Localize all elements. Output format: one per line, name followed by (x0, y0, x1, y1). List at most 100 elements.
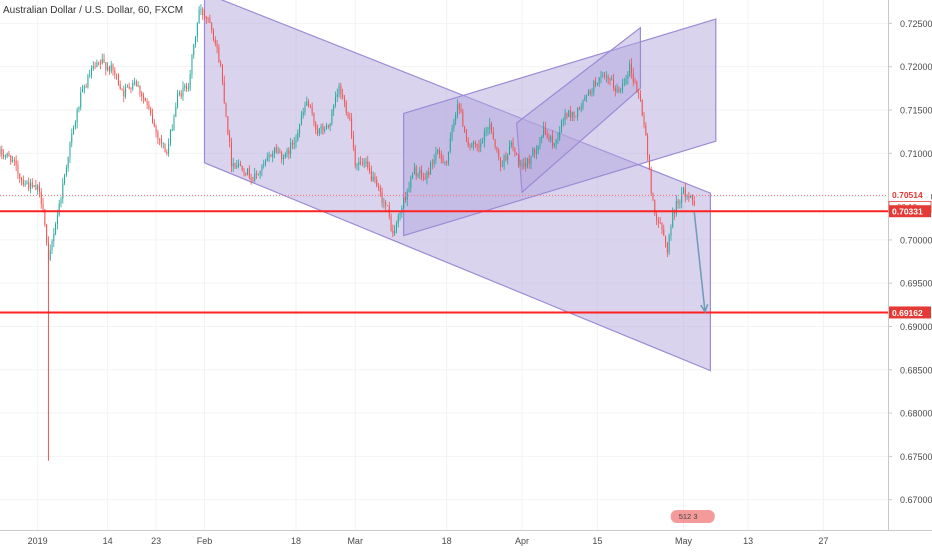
candle-body (430, 163, 432, 175)
candle-body (159, 138, 161, 140)
candle-body (279, 151, 281, 153)
candle-body (259, 171, 261, 175)
horizontal-levels[interactable] (0, 194, 888, 314)
candle-body (677, 201, 679, 203)
candle-body (578, 107, 580, 109)
candle-body (494, 139, 496, 148)
candle-body (555, 139, 557, 144)
candle-body (220, 62, 222, 66)
candle-body (508, 145, 510, 155)
candle-body (426, 172, 428, 180)
projection-arrow[interactable] (693, 212, 709, 314)
arrow-shaft[interactable] (693, 212, 706, 312)
candle-body (110, 64, 112, 72)
candle-body (175, 107, 177, 117)
candle-body (0, 149, 1, 154)
candle-body (4, 156, 6, 157)
candle-body (22, 179, 24, 185)
candle-body (437, 150, 439, 153)
candle-body (146, 100, 148, 105)
candle-body (417, 173, 419, 176)
candle-body (496, 147, 498, 150)
candle-body (29, 182, 31, 189)
candle-body (404, 197, 406, 201)
candle-body (200, 8, 202, 10)
candle-body (467, 140, 469, 147)
candle-body (500, 157, 502, 167)
candle-body (446, 162, 448, 163)
candle-body (397, 215, 399, 224)
candle-body (668, 235, 670, 253)
candle-body (442, 158, 444, 164)
candle-body (544, 127, 546, 134)
candle-body (643, 115, 645, 126)
rising-wedge[interactable] (516, 26, 642, 194)
candle-body (336, 94, 338, 97)
candle-body (209, 18, 211, 24)
candle-body (169, 129, 171, 144)
candle-body (690, 194, 692, 198)
candle-body (53, 233, 55, 242)
candle-body (627, 75, 629, 79)
arrow-head[interactable] (700, 303, 709, 314)
candle-body (638, 92, 640, 95)
candle-body (663, 229, 665, 236)
candle-body (455, 114, 457, 122)
candle-body (315, 122, 317, 130)
candle-body (546, 133, 548, 138)
candle-body (83, 86, 85, 89)
candle-body (539, 138, 541, 146)
candle-body (666, 242, 668, 253)
candle-body (211, 23, 213, 31)
candle-body (117, 75, 119, 85)
candle-body (489, 123, 491, 130)
candle-body (248, 168, 250, 179)
candle-body (245, 173, 247, 175)
candle-body (64, 175, 66, 184)
candle-body (548, 137, 550, 141)
candle-body (356, 164, 358, 166)
candle-body (304, 105, 306, 113)
candle-body (261, 165, 263, 172)
candle-body (424, 178, 426, 180)
y-tick-label: 0.72500 (900, 19, 932, 29)
candle-body (193, 44, 195, 56)
candle-body (636, 82, 638, 93)
candle-body (76, 109, 78, 123)
candle-body (453, 121, 455, 129)
candle-body (369, 167, 371, 172)
candle-body (413, 167, 415, 175)
candle-body (458, 104, 460, 109)
candle-body (234, 163, 236, 168)
candle-body (123, 90, 125, 97)
candle-body (35, 185, 37, 190)
candle-body (354, 147, 356, 166)
candle-body (130, 88, 132, 90)
candle-body (291, 142, 293, 145)
candle-body (415, 167, 417, 176)
candle-body (107, 66, 109, 70)
candle-body (433, 159, 435, 164)
candle-body (94, 66, 96, 68)
candle-body (178, 92, 180, 94)
candle-body (125, 87, 127, 97)
candle-body (238, 163, 240, 166)
x-tick-label: 14 (103, 536, 113, 546)
candle-body (87, 75, 89, 87)
candle-body (569, 110, 571, 118)
y-tick-label: 0.70000 (900, 235, 932, 245)
candle-body (56, 215, 58, 225)
candle-body (604, 75, 606, 77)
candle-body (186, 85, 188, 90)
candle-body (144, 97, 146, 101)
channel-drawings[interactable] (203, 0, 717, 372)
candle-body (647, 135, 649, 156)
candle-body (340, 85, 342, 95)
candle-body (507, 154, 509, 160)
x-tick-label: 27 (818, 536, 828, 546)
candle-body (47, 242, 49, 260)
candle-body (334, 96, 336, 106)
